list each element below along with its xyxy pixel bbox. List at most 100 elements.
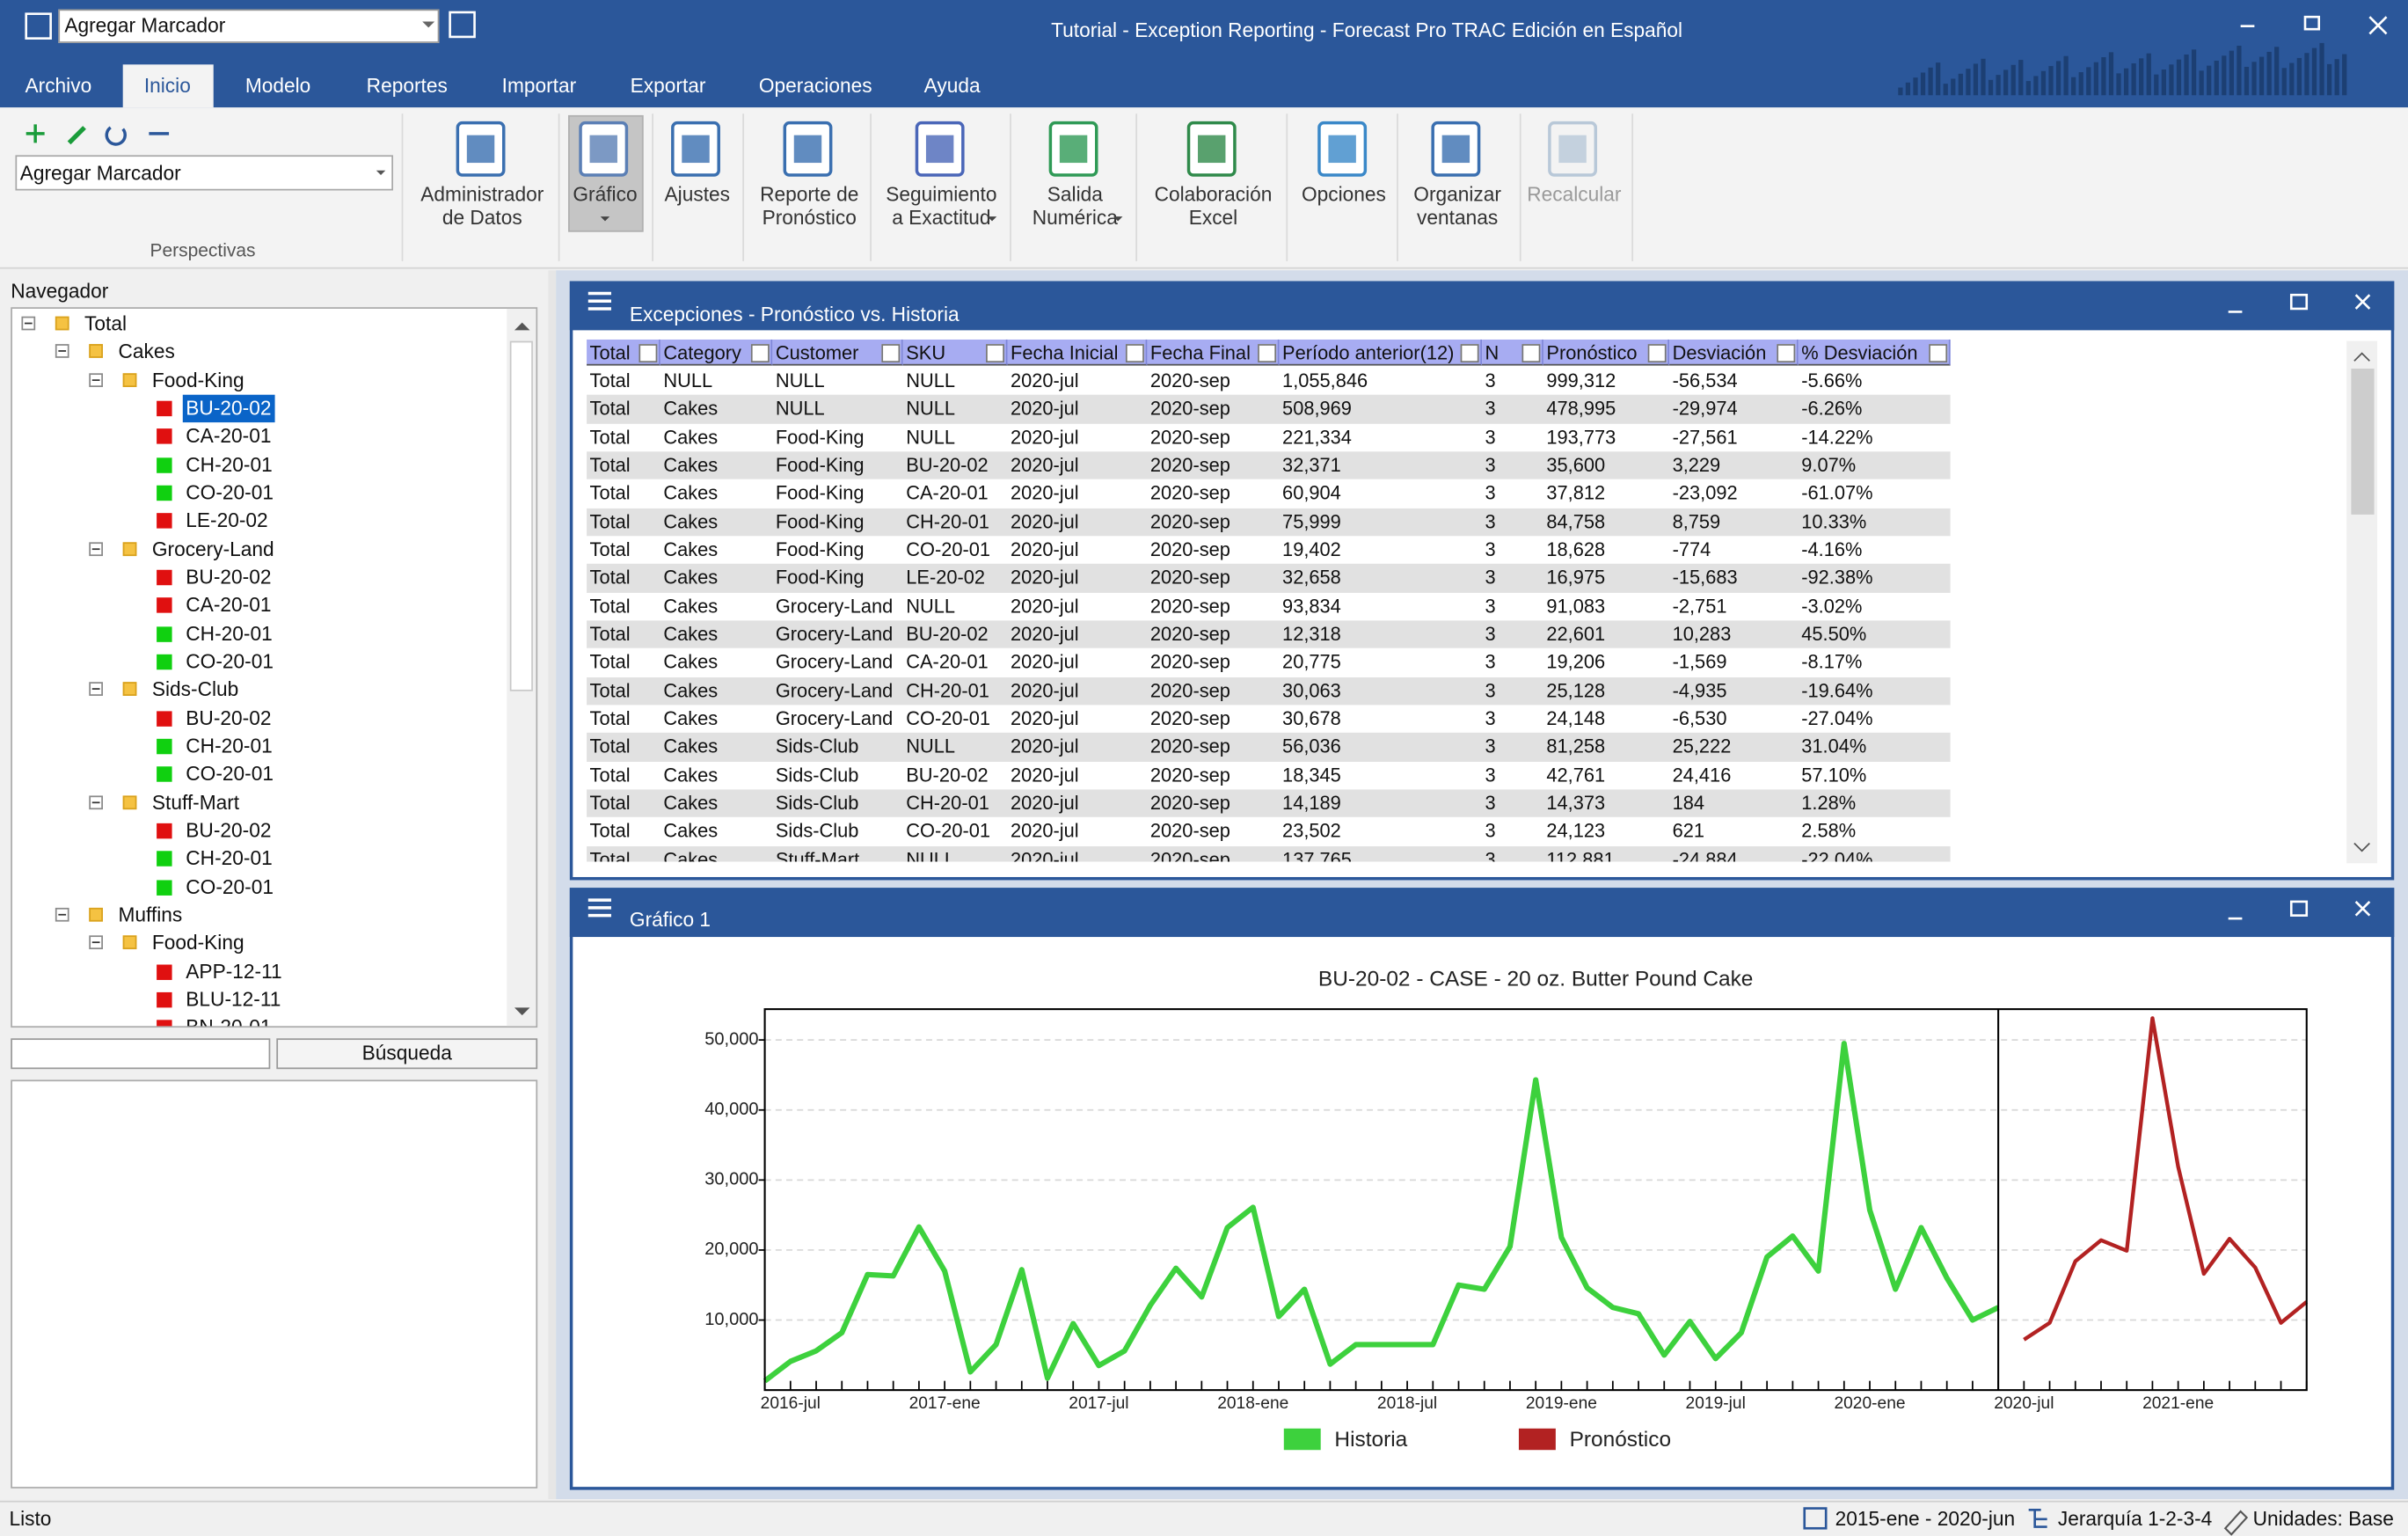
tree-node[interactable]: BLU-12-11 — [186, 989, 281, 1010]
table-cell: Sids-Club — [776, 736, 859, 757]
table-cell: Sids-Club — [776, 793, 859, 814]
filter-button[interactable] — [986, 344, 1004, 362]
table-cell: 3 — [1485, 370, 1496, 391]
filter-button[interactable] — [1777, 344, 1795, 362]
ribbon-button-label[interactable]: Numérica — [1033, 208, 1118, 229]
ribbon-button-label[interactable]: ventanas — [1417, 208, 1498, 229]
table-cell: 24,148 — [1546, 708, 1605, 729]
search-input[interactable] — [11, 1038, 270, 1069]
tree-node[interactable]: Food-King — [152, 369, 244, 391]
panel-title: Excepciones - Pronóstico vs. Historia — [630, 304, 960, 325]
tree-node[interactable]: CH-20-01 — [186, 623, 272, 644]
menu-tab[interactable]: Reportes — [367, 76, 448, 97]
filter-button[interactable] — [1126, 344, 1144, 362]
table-cell: NULL — [776, 370, 825, 391]
filter-button[interactable] — [638, 344, 657, 362]
table-cell: 2020-jul — [1011, 511, 1079, 532]
tree-node[interactable]: LE-20-02 — [186, 510, 267, 531]
tree-node[interactable]: BN-20-01 — [186, 1017, 271, 1026]
table-cell: 60,904 — [1282, 483, 1341, 504]
table-cell: Cakes — [663, 793, 718, 814]
tree-node[interactable]: Stuff-Mart — [152, 792, 239, 813]
menu-tab[interactable]: Archivo — [25, 76, 91, 97]
filter-button[interactable] — [1648, 344, 1667, 362]
tree-status-icon — [157, 1020, 171, 1027]
menu-tab[interactable]: Operaciones — [759, 76, 872, 97]
table-cell: 2020-jul — [1011, 736, 1079, 757]
table-cell: Cakes — [663, 849, 718, 862]
filter-button[interactable] — [881, 344, 900, 362]
tree-node[interactable]: Sids-Club — [152, 679, 238, 700]
table-cell: 10,283 — [1673, 624, 1732, 645]
table-cell: 2020-sep — [1150, 427, 1230, 448]
tree-node[interactable]: CH-20-01 — [186, 735, 272, 757]
table-cell: 2020-sep — [1150, 455, 1230, 476]
filter-button[interactable] — [751, 344, 770, 362]
table-cell: NULL — [663, 370, 712, 391]
tree-node[interactable]: CH-20-01 — [186, 454, 272, 475]
filter-button[interactable] — [1461, 344, 1479, 362]
ribbon-button-label[interactable]: Salida — [1047, 185, 1103, 206]
tree-node[interactable]: CO-20-01 — [186, 651, 274, 672]
table-cell: 2020-sep — [1150, 736, 1230, 757]
ribbon-button-label[interactable]: Reporte de — [760, 185, 858, 206]
table-cell: Food-King — [776, 483, 865, 504]
ribbon-button-label[interactable]: Gráfico — [573, 185, 637, 206]
table-cell: BU-20-02 — [906, 455, 988, 476]
table-cell: 19,206 — [1546, 652, 1605, 673]
ribbon-button-label[interactable]: Pronóstico — [763, 208, 857, 229]
menu-tab[interactable]: Importar — [502, 76, 577, 97]
tree-node[interactable]: CO-20-01 — [186, 764, 274, 785]
table-cell: Total — [590, 849, 631, 862]
ribbon-button-label[interactable]: Excel — [1189, 208, 1238, 229]
table-cell: -56,534 — [1673, 370, 1738, 391]
tree-node[interactable]: CO-20-01 — [186, 482, 274, 503]
ribbon-button-label[interactable]: Administrador — [420, 185, 544, 206]
menu-tab[interactable]: Ayuda — [924, 76, 981, 97]
table-cell: Total — [590, 370, 631, 391]
tree-node[interactable]: BU-20-02 — [186, 707, 271, 728]
tree-expander-minus — [92, 689, 100, 691]
ribbon-button-label[interactable]: de Datos — [442, 208, 522, 229]
menu-tab[interactable]: Modelo — [245, 76, 310, 97]
tree-node[interactable]: Food-King — [152, 933, 244, 954]
tree-node[interactable]: BU-20-02 — [186, 820, 271, 841]
table-cell: 25,222 — [1673, 736, 1732, 757]
ribbon-button-label[interactable]: Recalcular — [1527, 185, 1621, 206]
ribbon-button-label[interactable]: a Exactitud — [892, 208, 990, 229]
tree-node[interactable]: CA-20-01 — [186, 595, 271, 616]
status-text: Listo — [9, 1509, 51, 1530]
tree-node[interactable]: BU-20-02 — [186, 398, 271, 419]
menu-tab[interactable]: Inicio — [144, 76, 191, 97]
tree-expander-minus — [58, 914, 66, 916]
filter-button[interactable] — [1258, 344, 1276, 362]
ribbon-button-label[interactable]: Colaboración — [1155, 185, 1273, 206]
ribbon-button-label[interactable]: Seguimiento — [886, 185, 996, 206]
filter-button[interactable] — [1929, 344, 1947, 362]
table-cell: 3 — [1485, 455, 1496, 476]
tree-node[interactable]: BU-20-02 — [186, 567, 271, 588]
tree-node[interactable]: CO-20-01 — [186, 876, 274, 897]
tree-status-icon — [157, 964, 171, 979]
column-header-text: SKU — [906, 342, 945, 363]
tree-node[interactable]: Cakes — [118, 341, 174, 362]
table-cell: Food-King — [776, 539, 865, 560]
table-cell: Total — [590, 652, 631, 673]
tree-node[interactable]: CH-20-01 — [186, 848, 272, 869]
tree-folder-icon — [89, 345, 103, 359]
tree-node[interactable]: Total — [84, 313, 127, 334]
table-cell: Cakes — [663, 596, 718, 617]
tree-node[interactable]: Muffins — [118, 904, 182, 925]
table-cell: 2020-jul — [1011, 596, 1079, 617]
ribbon-button-label[interactable]: Opciones — [1302, 185, 1386, 206]
ribbon-button-label[interactable]: Organizar — [1413, 185, 1501, 206]
filter-button[interactable] — [1521, 344, 1540, 362]
menu-tab[interactable]: Exportar — [631, 76, 706, 97]
ribbon-button-label[interactable]: Ajustes — [665, 185, 730, 206]
tree-node[interactable]: CA-20-01 — [186, 426, 271, 447]
table-cell: -6.26% — [1801, 399, 1862, 420]
tree-node[interactable]: Grocery-Land — [152, 538, 274, 560]
search-button[interactable]: Búsqueda — [362, 1043, 452, 1064]
tree-node[interactable]: APP-12-11 — [186, 961, 281, 982]
table-cell: CO-20-01 — [906, 539, 990, 560]
